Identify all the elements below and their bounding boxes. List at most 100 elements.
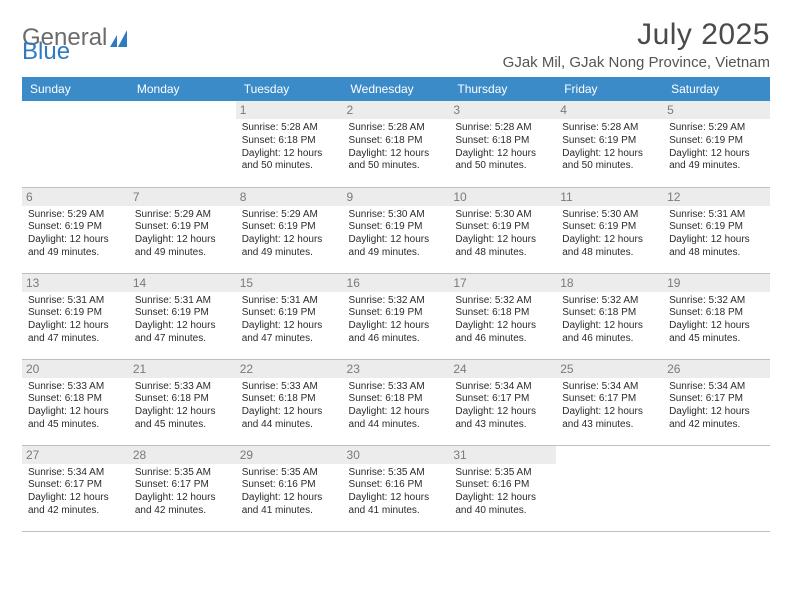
- weekday-header: Saturday: [663, 77, 770, 101]
- daylight-text: Daylight: 12 hours and 50 minutes.: [242, 148, 337, 174]
- day-number: 18: [556, 274, 663, 292]
- calendar-day-cell: 8Sunrise: 5:29 AMSunset: 6:19 PMDaylight…: [236, 187, 343, 273]
- sunset-text: Sunset: 6:19 PM: [242, 307, 337, 320]
- sunrise-text: Sunrise: 5:33 AM: [349, 381, 444, 394]
- daylight-text: Daylight: 12 hours and 49 minutes.: [349, 234, 444, 260]
- calendar-day-cell: [129, 101, 236, 187]
- sunrise-text: Sunrise: 5:28 AM: [349, 122, 444, 135]
- calendar-day-cell: 4Sunrise: 5:28 AMSunset: 6:19 PMDaylight…: [556, 101, 663, 187]
- calendar-day-cell: 7Sunrise: 5:29 AMSunset: 6:19 PMDaylight…: [129, 187, 236, 273]
- day-details: Sunrise: 5:28 AMSunset: 6:18 PMDaylight:…: [455, 122, 550, 173]
- sunset-text: Sunset: 6:19 PM: [349, 221, 444, 234]
- day-details: Sunrise: 5:33 AMSunset: 6:18 PMDaylight:…: [349, 381, 444, 432]
- day-details: Sunrise: 5:29 AMSunset: 6:19 PMDaylight:…: [242, 209, 337, 260]
- day-number: 22: [236, 360, 343, 378]
- day-details: Sunrise: 5:29 AMSunset: 6:19 PMDaylight:…: [669, 122, 764, 173]
- sunset-text: Sunset: 6:17 PM: [669, 393, 764, 406]
- calendar-day-cell: 18 Sunrise: 5:32 AMSunset: 6:18 PMDayligh…: [556, 273, 663, 359]
- daylight-text: Daylight: 12 hours and 47 minutes.: [242, 320, 337, 346]
- title-location: GJak Mil, GJak Nong Province, Vietnam: [503, 54, 770, 71]
- day-details: Sunrise: 5:31 AMSunset: 6:19 PMDaylight:…: [135, 295, 230, 346]
- sunrise-text: Sunrise: 5:35 AM: [455, 467, 550, 480]
- day-number: 24: [449, 360, 556, 378]
- sunrise-text: Sunrise: 5:31 AM: [28, 295, 123, 308]
- sunrise-text: Sunrise: 5:33 AM: [242, 381, 337, 394]
- daylight-text: Daylight: 12 hours and 50 minutes.: [455, 148, 550, 174]
- sunrise-text: Sunrise: 5:35 AM: [242, 467, 337, 480]
- calendar-day-cell: 29Sunrise: 5:35 AMSunset: 6:16 PMDayligh…: [236, 445, 343, 531]
- day-number: 23: [343, 360, 450, 378]
- calendar-table: Sunday Monday Tuesday Wednesday Thursday…: [22, 77, 770, 532]
- sunrise-text: Sunrise: 5:31 AM: [242, 295, 337, 308]
- sunset-text: Sunset: 6:19 PM: [28, 307, 123, 320]
- calendar-day-cell: 17Sunrise: 5:32 AMSunset: 6:18 PMDayligh…: [449, 273, 556, 359]
- calendar-day-cell: 26Sunrise: 5:34 AMSunset: 6:17 PMDayligh…: [663, 359, 770, 445]
- calendar-day-cell: 11Sunrise: 5:30 AMSunset: 6:19 PMDayligh…: [556, 187, 663, 273]
- day-number: 15: [236, 274, 343, 292]
- day-details: Sunrise: 5:35 AMSunset: 6:16 PMDaylight:…: [455, 467, 550, 518]
- daylight-text: Daylight: 12 hours and 47 minutes.: [28, 320, 123, 346]
- day-details: Sunrise: 5:28 AMSunset: 6:19 PMDaylight:…: [562, 122, 657, 173]
- day-number: 25: [556, 360, 663, 378]
- sunset-text: Sunset: 6:19 PM: [28, 221, 123, 234]
- day-number: 1: [236, 101, 343, 119]
- day-details: Sunrise: 5:31 AMSunset: 6:19 PMDaylight:…: [28, 295, 123, 346]
- title-month: July 2025: [503, 18, 770, 52]
- daylight-text: Daylight: 12 hours and 42 minutes.: [669, 406, 764, 432]
- sunset-text: Sunset: 6:16 PM: [242, 479, 337, 492]
- calendar-day-cell: 31Sunrise: 5:35 AMSunset: 6:16 PMDayligh…: [449, 445, 556, 531]
- calendar-day-cell: [556, 445, 663, 531]
- day-details: Sunrise: 5:35 AMSunset: 6:16 PMDaylight:…: [349, 467, 444, 518]
- sunrise-text: Sunrise: 5:28 AM: [562, 122, 657, 135]
- day-number: 2: [343, 101, 450, 119]
- sunset-text: Sunset: 6:19 PM: [349, 307, 444, 320]
- day-number: 27: [22, 446, 129, 464]
- calendar-day-cell: 3 Sunrise: 5:28 AMSunset: 6:18 PMDaylight…: [449, 101, 556, 187]
- day-number: 3: [449, 101, 556, 119]
- day-number: 9: [343, 188, 450, 206]
- sunrise-text: Sunrise: 5:29 AM: [135, 209, 230, 222]
- day-number: 12: [663, 188, 770, 206]
- sunset-text: Sunset: 6:19 PM: [135, 307, 230, 320]
- sunset-text: Sunset: 6:19 PM: [455, 221, 550, 234]
- day-details: Sunrise: 5:34 AMSunset: 6:17 PMDaylight:…: [455, 381, 550, 432]
- sunrise-text: Sunrise: 5:29 AM: [242, 209, 337, 222]
- day-number: 17: [449, 274, 556, 292]
- sunrise-text: Sunrise: 5:32 AM: [349, 295, 444, 308]
- day-details: Sunrise: 5:34 AMSunset: 6:17 PMDaylight:…: [562, 381, 657, 432]
- sunset-text: Sunset: 6:18 PM: [242, 135, 337, 148]
- sunrise-text: Sunrise: 5:32 AM: [455, 295, 550, 308]
- sunset-text: Sunset: 6:18 PM: [349, 135, 444, 148]
- sunrise-text: Sunrise: 5:30 AM: [455, 209, 550, 222]
- day-number: 19: [663, 274, 770, 292]
- day-details: Sunrise: 5:30 AMSunset: 6:19 PMDaylight:…: [455, 209, 550, 260]
- day-details: Sunrise: 5:29 AMSunset: 6:19 PMDaylight:…: [28, 209, 123, 260]
- sunset-text: Sunset: 6:18 PM: [28, 393, 123, 406]
- calendar-day-cell: 6Sunrise: 5:29 AMSunset: 6:19 PMDaylight…: [22, 187, 129, 273]
- day-details: Sunrise: 5:34 AMSunset: 6:17 PMDaylight:…: [28, 467, 123, 518]
- brand-sails-icon: [110, 29, 132, 47]
- calendar-day-cell: 20Sunrise: 5:33 AMSunset: 6:18 PMDayligh…: [22, 359, 129, 445]
- page: General July 2025 GJak Mil, GJak Nong Pr…: [0, 0, 792, 612]
- day-number: 10: [449, 188, 556, 206]
- calendar-day-cell: 24 Sunrise: 5:34 AMSunset: 6:17 PMDayligh…: [449, 359, 556, 445]
- day-details: Sunrise: 5:28 AMSunset: 6:18 PMDaylight:…: [349, 122, 444, 173]
- weekday-header: Friday: [556, 77, 663, 101]
- daylight-text: Daylight: 12 hours and 49 minutes.: [242, 234, 337, 260]
- sunrise-text: Sunrise: 5:28 AM: [242, 122, 337, 135]
- sunset-text: Sunset: 6:16 PM: [349, 479, 444, 492]
- calendar-day-cell: 23 Sunrise: 5:33 AMSunset: 6:18 PMDayligh…: [343, 359, 450, 445]
- calendar-day-cell: 5Sunrise: 5:29 AMSunset: 6:19 PMDaylight…: [663, 101, 770, 187]
- calendar-day-cell: 25 Sunrise: 5:34 AMSunset: 6:17 PMDayligh…: [556, 359, 663, 445]
- day-details: Sunrise: 5:29 AMSunset: 6:19 PMDaylight:…: [135, 209, 230, 260]
- day-number: 16: [343, 274, 450, 292]
- daylight-text: Daylight: 12 hours and 46 minutes.: [349, 320, 444, 346]
- calendar-day-cell: 13Sunrise: 5:31 AMSunset: 6:19 PMDayligh…: [22, 273, 129, 359]
- day-details: Sunrise: 5:30 AMSunset: 6:19 PMDaylight:…: [349, 209, 444, 260]
- sunrise-text: Sunrise: 5:34 AM: [28, 467, 123, 480]
- calendar-day-cell: [22, 101, 129, 187]
- day-details: Sunrise: 5:32 AMSunset: 6:18 PMDaylight:…: [562, 295, 657, 346]
- sunrise-text: Sunrise: 5:34 AM: [669, 381, 764, 394]
- title-block: July 2025 GJak Mil, GJak Nong Province, …: [503, 18, 770, 71]
- sunset-text: Sunset: 6:19 PM: [669, 135, 764, 148]
